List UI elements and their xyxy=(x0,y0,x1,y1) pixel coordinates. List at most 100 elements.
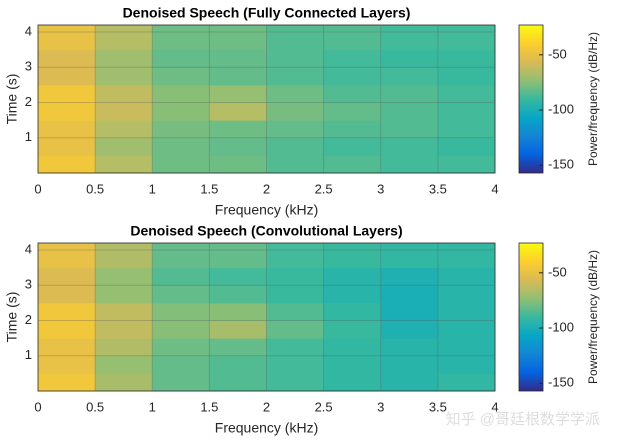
heat-cell xyxy=(209,155,267,174)
heat-cell xyxy=(380,373,439,392)
heat-cell xyxy=(380,120,439,139)
heat-cell xyxy=(38,102,96,121)
heat-cell xyxy=(38,49,96,68)
heat-cell xyxy=(380,302,439,322)
y-tick-label: 1 xyxy=(25,347,32,362)
heat-cell xyxy=(209,243,267,269)
x-tick-label: 1 xyxy=(149,399,156,414)
x-tick-label: 4 xyxy=(491,181,498,196)
y-tick-label: 2 xyxy=(25,94,32,109)
colorbar-tick-label: -100 xyxy=(548,101,574,116)
x-axis-label: Frequency (kHz) xyxy=(215,420,318,436)
heat-cell xyxy=(95,302,153,322)
heat-cell xyxy=(323,137,382,156)
heat-cell xyxy=(323,302,382,322)
x-tick-label: 3.5 xyxy=(429,181,447,196)
heat-cell xyxy=(437,67,496,86)
heat-cell xyxy=(380,25,439,51)
heat-cell xyxy=(38,67,96,86)
x-tick-label: 0 xyxy=(34,399,41,414)
heat-cell xyxy=(266,137,325,156)
heat-cell xyxy=(38,137,96,156)
heat-cell xyxy=(95,49,153,68)
colorbar-label: Power/frequency (dB/Hz) xyxy=(586,32,600,166)
y-tick-label: 4 xyxy=(25,23,32,38)
heat-cell xyxy=(437,373,496,392)
x-tick-label: 4 xyxy=(491,399,498,414)
x-tick-label: 2 xyxy=(263,181,270,196)
colorbar-tick-label: -150 xyxy=(548,157,574,172)
heat-cell xyxy=(323,155,382,174)
x-tick-label: 3.5 xyxy=(429,399,447,414)
heat-cell xyxy=(437,84,496,104)
heat-cell xyxy=(38,285,96,304)
heat-cell xyxy=(323,285,382,304)
heat-cell xyxy=(437,338,496,357)
heat-cell xyxy=(266,338,325,357)
heat-cell xyxy=(437,25,496,51)
heat-cell xyxy=(437,320,496,339)
heat-cell xyxy=(437,102,496,121)
heat-cell xyxy=(380,243,439,269)
heat-cell xyxy=(209,320,267,339)
heat-cell xyxy=(437,49,496,68)
heat-cell xyxy=(152,373,210,392)
heat-cell xyxy=(209,84,267,104)
heat-cell xyxy=(209,302,267,322)
heat-cell xyxy=(209,25,267,51)
heat-cell xyxy=(38,373,96,392)
colorbar-tick-label: -50 xyxy=(548,264,567,279)
heat-cell xyxy=(95,320,153,339)
heat-cell xyxy=(95,285,153,304)
heat-cell xyxy=(266,49,325,68)
y-tick-label: 3 xyxy=(25,59,32,74)
x-tick-label: 2.5 xyxy=(315,399,333,414)
x-axis-label: Frequency (kHz) xyxy=(215,202,318,218)
y-tick-label: 2 xyxy=(25,312,32,327)
heat-cell xyxy=(38,243,96,269)
heat-cell xyxy=(380,137,439,156)
heat-cell xyxy=(323,373,382,392)
heat-cell xyxy=(323,84,382,104)
plot-frame xyxy=(37,242,496,392)
heat-cell xyxy=(266,102,325,121)
heat-cell xyxy=(323,338,382,357)
heat-cell xyxy=(38,120,96,139)
heat-cell xyxy=(152,267,210,286)
heat-cell xyxy=(209,373,267,392)
heat-cell xyxy=(380,84,439,104)
heat-cell xyxy=(209,49,267,68)
heat-cell xyxy=(152,67,210,86)
x-tick-label: 3 xyxy=(377,181,384,196)
heat-cell xyxy=(95,243,153,269)
heat-cell xyxy=(323,355,382,374)
heat-cell xyxy=(380,267,439,286)
colorbar-tick-label: -150 xyxy=(548,375,574,390)
heat-cell xyxy=(266,355,325,374)
heat-cell xyxy=(380,67,439,86)
heat-cell xyxy=(95,267,153,286)
heat-cell xyxy=(266,25,325,51)
heat-cell xyxy=(152,302,210,322)
x-tick-label: 1.5 xyxy=(200,399,218,414)
heat-cell xyxy=(95,373,153,392)
heat-cell xyxy=(437,285,496,304)
heat-cell xyxy=(209,338,267,357)
heat-cell xyxy=(152,355,210,374)
heat-cell xyxy=(95,25,153,51)
x-tick-label: 3 xyxy=(377,399,384,414)
y-axis-label: Time (s) xyxy=(4,292,20,343)
heat-cell xyxy=(266,302,325,322)
heat-cell xyxy=(380,155,439,174)
y-axis-label: Time (s) xyxy=(4,74,20,125)
heat-cell xyxy=(38,320,96,339)
heat-cell xyxy=(266,67,325,86)
heat-cell xyxy=(380,320,439,339)
heat-cell xyxy=(38,84,96,104)
colorbar-tick-label: -100 xyxy=(548,319,574,334)
heat-cell xyxy=(323,267,382,286)
heat-cell xyxy=(323,243,382,269)
x-tick-label: 2.5 xyxy=(315,181,333,196)
y-tick-label: 4 xyxy=(25,241,32,256)
